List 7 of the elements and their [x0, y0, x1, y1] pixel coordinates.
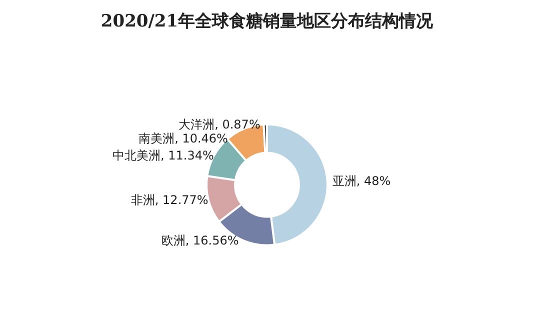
- slice-label: 亚洲, 48%: [332, 174, 391, 188]
- slice-label: 欧洲, 16.56%: [161, 234, 239, 248]
- chart-title: 2020/21年全球食糖销量地区分布结构情况: [100, 12, 434, 32]
- slice-label: 非洲, 12.77%: [130, 193, 208, 208]
- slice-label: 中北美洲, 11.34%: [112, 148, 214, 163]
- slice-label: 南美洲, 10.46%: [138, 131, 228, 146]
- slice-label: 大洋洲, 0.87%: [178, 117, 260, 132]
